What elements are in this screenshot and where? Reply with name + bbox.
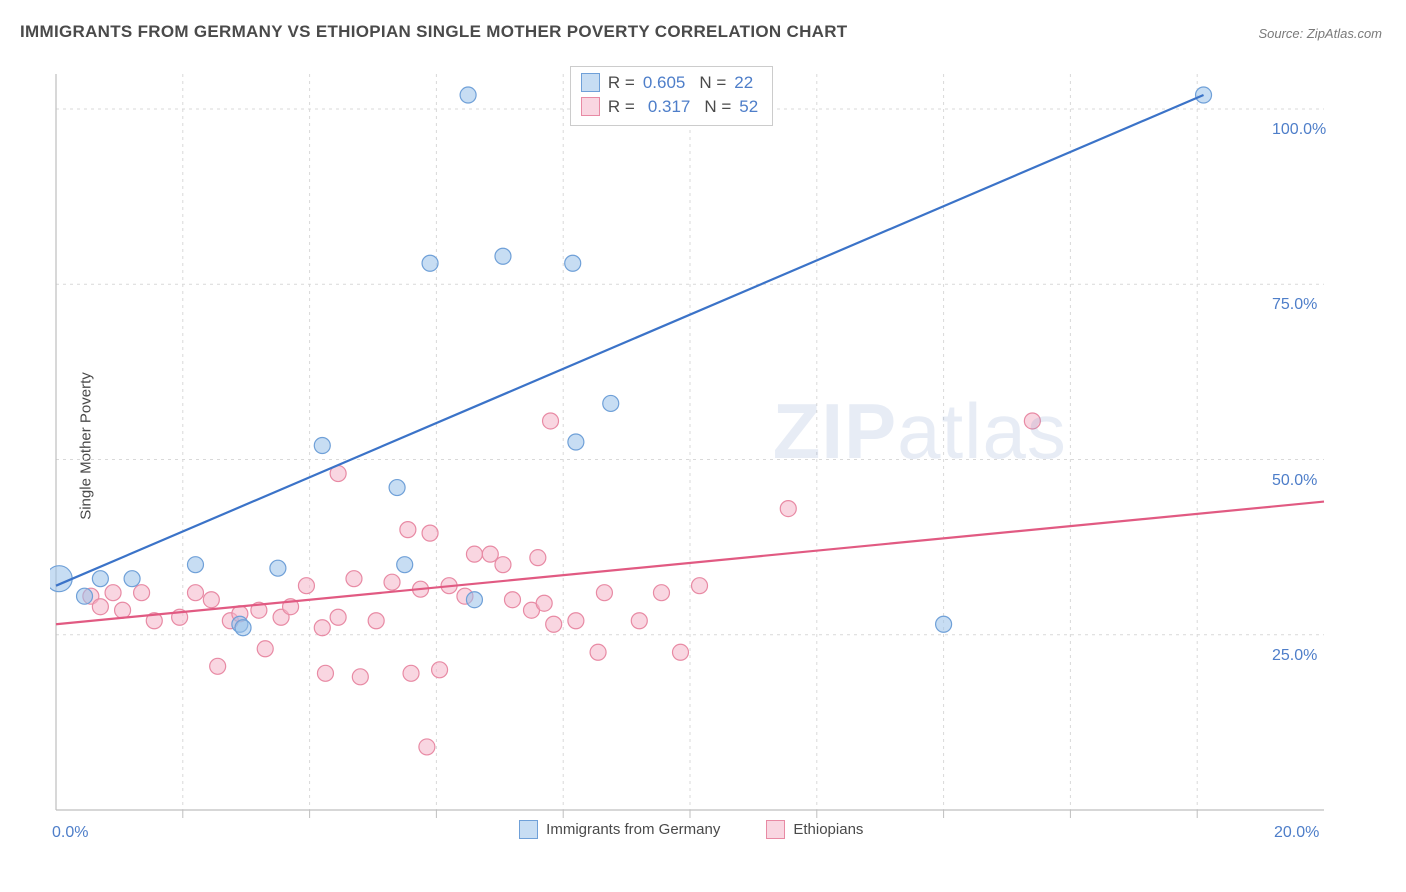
- swatch-ethiopians-icon: [766, 820, 785, 839]
- correlation-legend: R = 0.605 N = 22 R = 0.317 N = 52: [570, 66, 773, 126]
- r-value-ethiopians: 0.317: [648, 95, 691, 119]
- n-value-germany: 22: [734, 71, 753, 95]
- x-tick-label-left: 0.0%: [52, 824, 88, 842]
- legend-label-germany: Immigrants from Germany: [546, 821, 720, 838]
- legend-item-germany: Immigrants from Germany: [519, 820, 720, 839]
- y-tick-label: 50.0%: [1272, 472, 1317, 490]
- correlation-row-ethiopians: R = 0.317 N = 52: [581, 95, 758, 119]
- n-label: N =: [704, 95, 731, 119]
- n-label: N =: [699, 71, 726, 95]
- series-legend: Immigrants from Germany Ethiopians: [519, 820, 863, 839]
- legend-label-ethiopians: Ethiopians: [793, 821, 863, 838]
- r-label: R =: [608, 95, 635, 119]
- legend-item-ethiopians: Ethiopians: [766, 820, 863, 839]
- plot-area: [50, 62, 1370, 842]
- y-tick-label: 100.0%: [1272, 121, 1326, 139]
- correlation-row-germany: R = 0.605 N = 22: [581, 71, 758, 95]
- chart-container: IMMIGRANTS FROM GERMANY VS ETHIOPIAN SIN…: [0, 0, 1406, 892]
- y-tick-label: 75.0%: [1272, 296, 1317, 314]
- y-tick-label: 25.0%: [1272, 647, 1317, 665]
- swatch-germany-icon: [581, 73, 600, 92]
- x-tick-label-right: 20.0%: [1274, 824, 1319, 842]
- chart-title: IMMIGRANTS FROM GERMANY VS ETHIOPIAN SIN…: [20, 22, 848, 42]
- swatch-ethiopians-icon: [581, 97, 600, 116]
- swatch-germany-icon: [519, 820, 538, 839]
- r-label: R =: [608, 71, 635, 95]
- r-value-germany: 0.605: [643, 71, 686, 95]
- n-value-ethiopians: 52: [739, 95, 758, 119]
- source-label: Source: ZipAtlas.com: [1258, 26, 1382, 41]
- scatter-plot: [50, 62, 1370, 842]
